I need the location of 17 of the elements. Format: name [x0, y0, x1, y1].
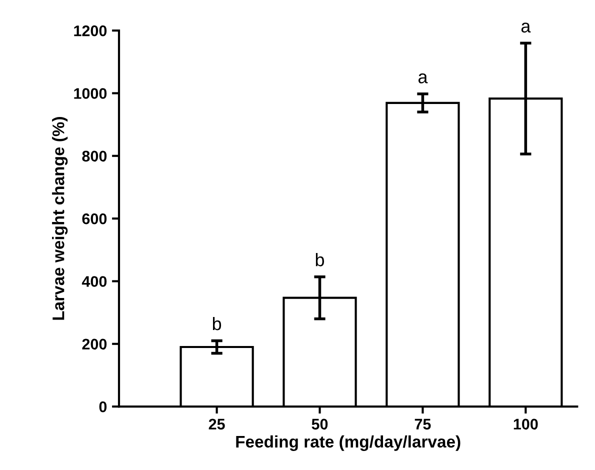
x-tick-label: 100: [514, 418, 538, 430]
annotation: a: [418, 73, 428, 84]
y-axis-title: Larvae weight change (%): [52, 117, 68, 320]
annotation: b: [316, 253, 324, 266]
x-axis-title: Feeding rate (mg/day/larvae): [236, 435, 460, 451]
y-tick-label: 0: [99, 401, 107, 412]
annotation: b: [212, 316, 222, 330]
y-tick-label: 600: [82, 213, 107, 224]
y-tick-label: 200: [82, 338, 107, 350]
y-tick-label: 400: [82, 276, 107, 287]
y-tick-label: 1000: [74, 88, 107, 99]
x-tick-label: 50: [312, 418, 328, 430]
y-tick-label: 1200: [74, 25, 107, 36]
y-tick-label: 800: [82, 150, 107, 162]
annotation: a: [521, 22, 531, 33]
x-tick-label: 75: [414, 418, 431, 430]
x-tick-label: 25: [208, 418, 225, 430]
